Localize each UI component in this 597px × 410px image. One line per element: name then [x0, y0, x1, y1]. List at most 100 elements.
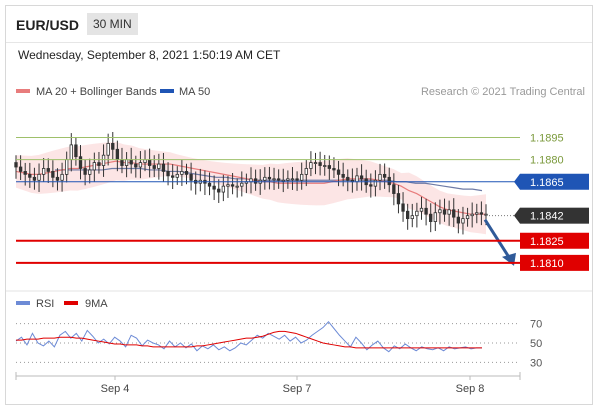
candle-body	[300, 173, 304, 181]
candle-body	[157, 163, 161, 169]
candle-body	[207, 182, 212, 187]
candle-body	[276, 178, 281, 181]
candle-body	[152, 165, 156, 169]
candle-body	[226, 184, 230, 187]
candle-body	[290, 178, 295, 181]
candle-body	[442, 209, 447, 215]
candle-body	[378, 173, 382, 181]
x-tick-label: Sep 8	[456, 383, 485, 395]
timeframe-badge[interactable]: 30 MIN	[87, 13, 138, 35]
candle-body	[346, 176, 350, 181]
candle-body	[37, 173, 41, 181]
rsi-ma-legend-label: 9MA	[85, 298, 108, 310]
rsi-plot: 70 50 30	[15, 319, 542, 369]
candle-body	[263, 176, 267, 181]
ma50-legend-swatch	[160, 89, 174, 93]
candle-body	[267, 176, 272, 180]
ma20-legend-swatch	[16, 89, 30, 93]
support-label: 1.1825	[530, 236, 564, 248]
candle-body	[470, 213, 474, 217]
pivot-label-arrow	[514, 173, 520, 190]
candle-body	[419, 207, 424, 212]
candle-body	[433, 212, 437, 222]
candle-body	[332, 168, 336, 171]
candle-body	[14, 162, 18, 168]
resistance-label: 1.1880	[530, 155, 564, 167]
candle-body	[92, 162, 97, 171]
candle-body	[475, 212, 479, 215]
chart-frame: EUR/USD 30 MIN Wednesday, September 8, 2…	[5, 5, 593, 405]
candle-body	[28, 173, 32, 178]
candle-body	[401, 203, 405, 212]
candle-body	[166, 171, 170, 177]
candle-body	[120, 159, 124, 166]
rsi-tick-label: 30	[530, 357, 542, 369]
chart-header: EUR/USD 30 MIN	[6, 6, 592, 43]
candle-body	[318, 162, 322, 166]
candle-body	[184, 171, 189, 175]
candle-body	[327, 165, 332, 169]
candle-body	[355, 175, 359, 183]
candle-body	[55, 176, 60, 181]
candle-body	[456, 216, 461, 224]
support-label-box	[520, 232, 589, 249]
candle-body	[336, 169, 341, 175]
candle-body	[217, 188, 221, 193]
candle-body	[115, 148, 120, 161]
candle-body	[359, 175, 364, 180]
chart-datetime: Wednesday, September 8, 2021 1:50:19 AM …	[18, 48, 281, 62]
candle-body	[438, 209, 442, 214]
candle-body	[60, 173, 64, 181]
candle-body	[147, 159, 152, 166]
candle-body	[106, 142, 110, 156]
candle-body	[382, 173, 387, 178]
candle-body	[134, 163, 138, 168]
candle-body	[447, 209, 451, 215]
candle-body	[161, 163, 166, 172]
pivot-label-box	[520, 173, 589, 190]
candle-body	[323, 165, 327, 167]
rsi-tick-label: 70	[530, 319, 542, 331]
candle-body	[69, 144, 73, 161]
candle-body	[129, 159, 133, 165]
price-plot	[14, 131, 516, 266]
research-credit: Research © 2021 Trading Central	[421, 86, 585, 98]
forecast-arrow-shaft	[483, 218, 512, 260]
candle-body	[304, 168, 308, 175]
candle-body	[479, 212, 484, 215]
candle-body	[189, 173, 193, 181]
candle-body	[101, 154, 106, 166]
support-label: 1.1810	[530, 258, 564, 270]
candle-body	[88, 169, 92, 175]
candle-body	[41, 168, 46, 175]
ma20-legend-label: MA 20 + Bollinger Bands	[36, 86, 157, 98]
candle-body	[410, 215, 414, 220]
candle-body	[286, 178, 290, 181]
last-price-label: 1.1842	[530, 211, 564, 223]
last-price-box	[520, 207, 589, 224]
candle-body	[465, 215, 470, 220]
candle-body	[46, 168, 50, 172]
last-price-arrow	[514, 207, 520, 224]
candle-body	[51, 171, 55, 178]
candle-body	[309, 162, 313, 169]
candle-body	[313, 162, 318, 164]
candle-body	[83, 168, 87, 175]
rsi-legend-swatch	[16, 301, 30, 305]
candle-body	[32, 176, 37, 181]
x-axis-ticks: Sep 4 Sep 7 Sep 8	[101, 376, 485, 395]
instrument-title: EUR/USD	[16, 17, 80, 33]
rsi-legend-label: RSI	[36, 298, 54, 310]
candle-body	[281, 179, 285, 182]
support-label-box	[520, 254, 589, 271]
candle-body	[111, 142, 115, 150]
candle-body	[424, 207, 428, 215]
candle-body	[272, 178, 276, 181]
candle-body	[452, 209, 456, 218]
candle-body	[180, 171, 184, 175]
candle-body	[405, 210, 410, 220]
resistance-label: 1.1895	[530, 133, 564, 145]
candle-body	[415, 210, 419, 217]
ma50-legend-label: MA 50	[179, 86, 210, 98]
